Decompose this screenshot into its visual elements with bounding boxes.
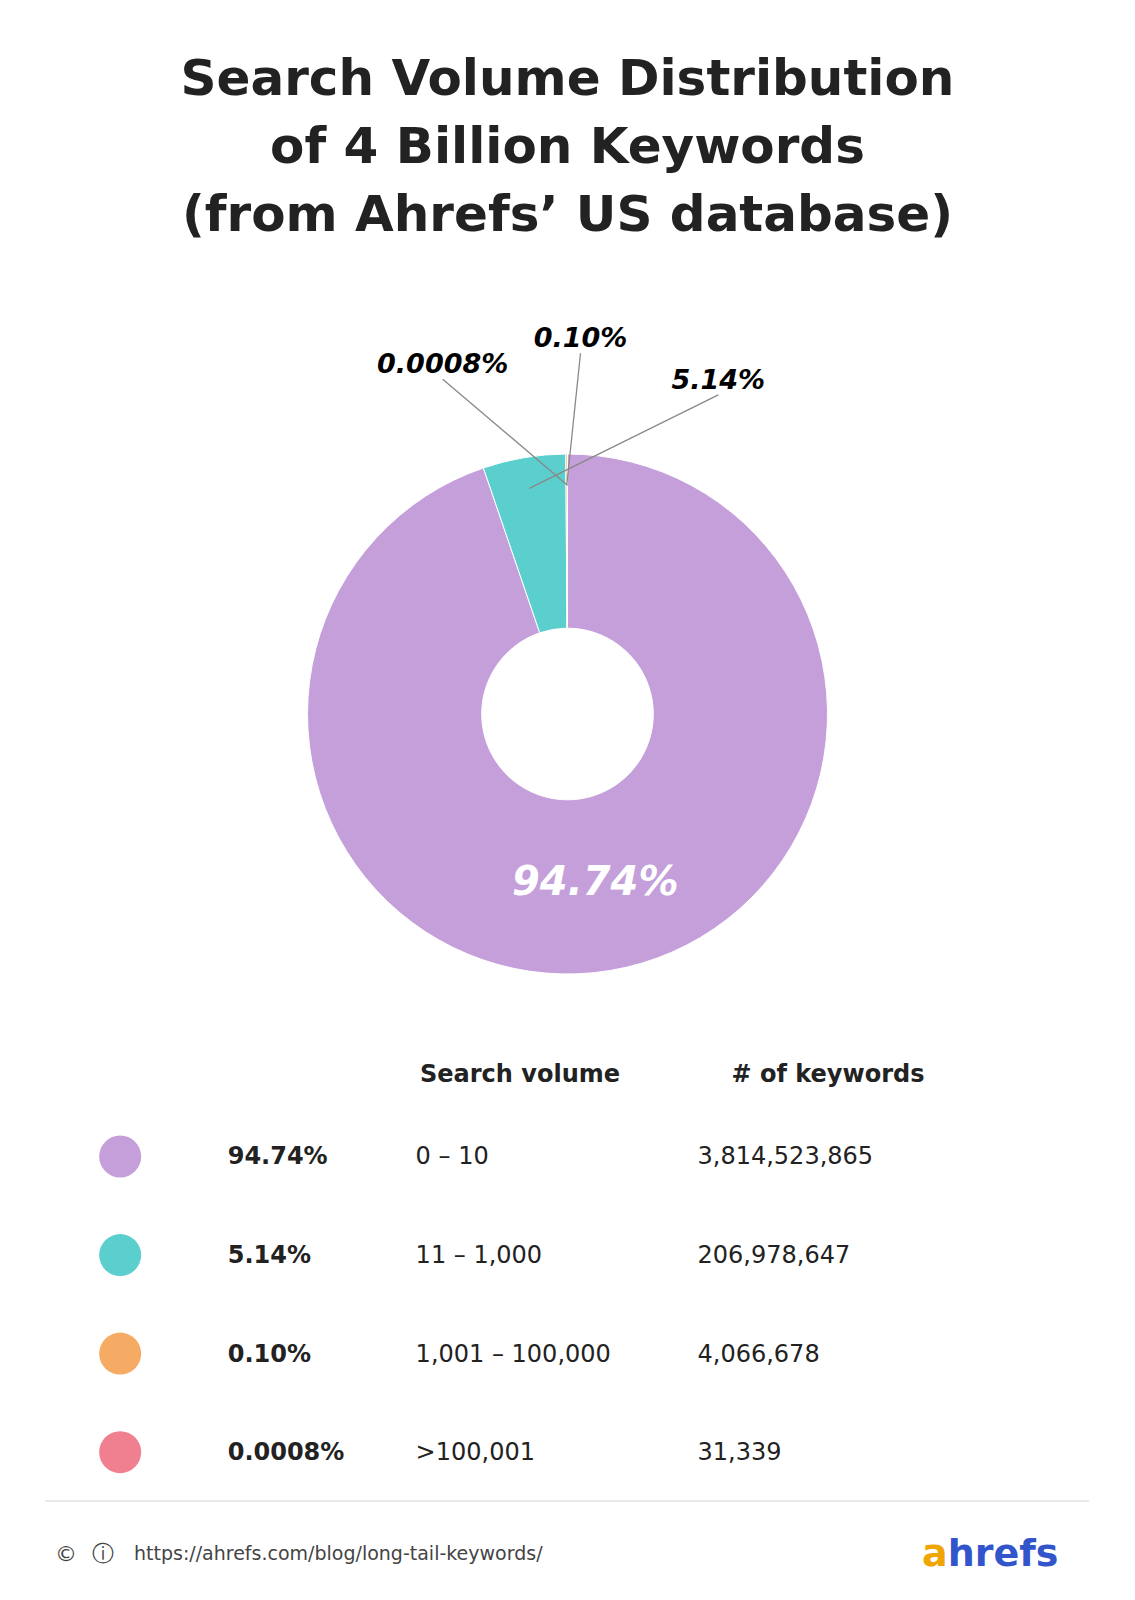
data-label: 0.0008% (377, 348, 508, 379)
footer-symbol: © (55, 1541, 77, 1566)
legend-search-volume: 1,001 – 100,000 (416, 1340, 611, 1368)
legend-percent: 0.0008% (228, 1438, 345, 1466)
title-line: (from Ahrefs’ US database) (182, 185, 953, 243)
legend-search-volume: >100,001 (416, 1438, 535, 1466)
legend-swatch (99, 1333, 141, 1375)
legend-header: # of keywords (732, 1060, 925, 1088)
legend-keywords: 4,066,678 (698, 1340, 820, 1368)
legend-percent: 94.74% (228, 1142, 328, 1170)
data-labels: 94.74% 5.14% 0.10% 0.0008% (377, 322, 765, 904)
legend-percent: 0.10% (228, 1340, 311, 1368)
legend-table: Search volume # of keywords 94.74% 0 – 10 3,… (99, 1060, 924, 1473)
slices (307, 454, 827, 974)
background (0, 0, 1135, 1600)
leader-line (443, 379, 568, 485)
legend-search-volume: 0 – 10 (416, 1142, 489, 1170)
footer-logo-part: hrefs (948, 1531, 1059, 1575)
leader-line (529, 395, 718, 489)
footer-url: https://ahrefs.com/blog/long-tail-keywor… (134, 1542, 543, 1564)
title: Search Volume Distribution of 4 Billion K… (181, 49, 955, 243)
legend-swatch (99, 1135, 141, 1177)
leader-line (567, 353, 581, 485)
footer-symbol: ⓘ (92, 1541, 114, 1566)
footer-logo: ahrefs (922, 1531, 1058, 1575)
slice (307, 454, 827, 974)
legend-swatch (99, 1431, 141, 1473)
data-label: 94.74% (512, 858, 679, 904)
data-label: 5.14% (671, 364, 765, 395)
footer-logo-part: a (922, 1531, 948, 1575)
chart: Search Volume Distribution of 4 Billion K… (0, 0, 1135, 1600)
legend-swatch (99, 1234, 141, 1276)
legend-search-volume: 11 – 1,000 (416, 1241, 543, 1269)
legend-keywords: 3,814,523,865 (698, 1142, 874, 1170)
footer-separator (45, 1501, 1089, 1502)
legend-keywords: 206,978,647 (698, 1241, 851, 1269)
legend-percent: 5.14% (228, 1241, 311, 1269)
legend-keywords: 31,339 (698, 1438, 782, 1466)
title-line: Search Volume Distribution (181, 49, 955, 107)
data-label: 0.10% (534, 322, 628, 353)
title-line: of 4 Billion Keywords (270, 117, 865, 175)
footer: © ⓘ https://ahrefs.com/blog/long-tail-keyw… (45, 1501, 1089, 1575)
slice (483, 454, 567, 633)
legend-header: Search volume (420, 1060, 620, 1088)
